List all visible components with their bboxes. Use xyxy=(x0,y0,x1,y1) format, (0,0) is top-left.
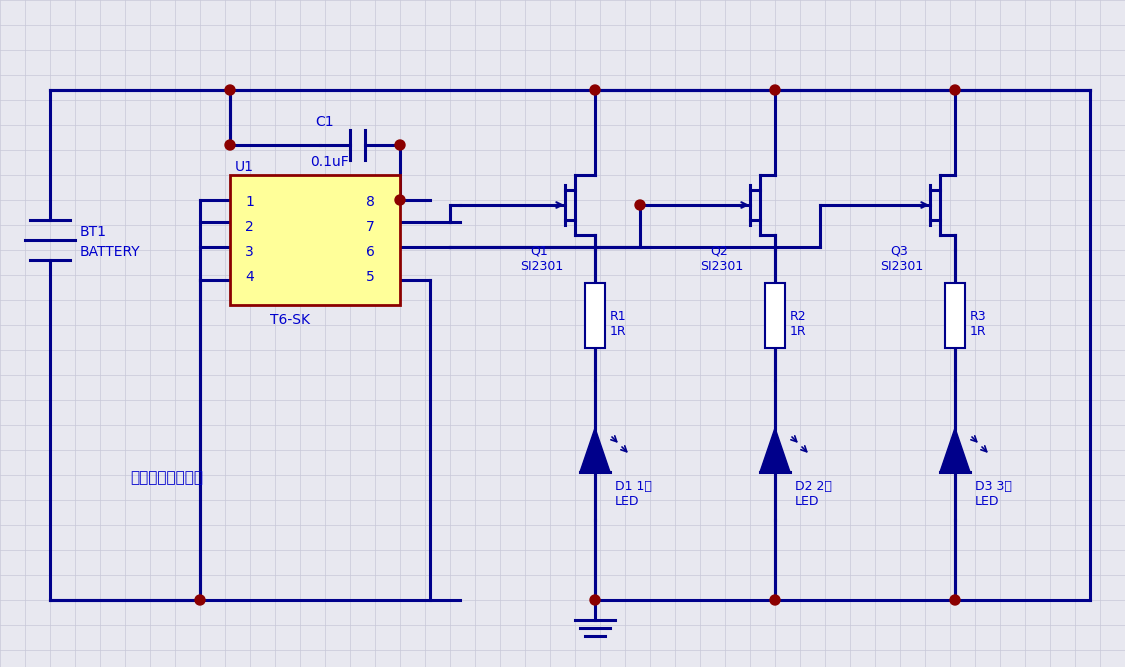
Circle shape xyxy=(770,85,780,95)
Text: LED: LED xyxy=(615,495,639,508)
Text: SI2301: SI2301 xyxy=(880,260,924,273)
Text: SI2301: SI2301 xyxy=(520,260,564,273)
Text: LED: LED xyxy=(795,495,819,508)
Circle shape xyxy=(395,195,405,205)
Text: Q1: Q1 xyxy=(530,245,548,258)
Circle shape xyxy=(590,595,600,605)
Text: 8: 8 xyxy=(366,195,375,209)
Text: T6-SK: T6-SK xyxy=(270,313,311,327)
Circle shape xyxy=(950,595,960,605)
FancyBboxPatch shape xyxy=(229,175,400,305)
Bar xyxy=(945,283,965,348)
Bar xyxy=(765,283,785,348)
Bar xyxy=(585,283,605,348)
Text: Q2: Q2 xyxy=(710,245,728,258)
Text: 3: 3 xyxy=(245,245,254,259)
Circle shape xyxy=(225,85,235,95)
Circle shape xyxy=(950,85,960,95)
Text: 0.1uF: 0.1uF xyxy=(310,155,349,169)
Text: SI2301: SI2301 xyxy=(700,260,744,273)
Polygon shape xyxy=(760,428,790,472)
Polygon shape xyxy=(580,428,610,472)
Text: D2 2路: D2 2路 xyxy=(795,480,831,493)
Circle shape xyxy=(634,200,645,210)
Text: D1 1路: D1 1路 xyxy=(615,480,651,493)
Text: U1: U1 xyxy=(235,160,254,174)
Circle shape xyxy=(225,140,235,150)
Polygon shape xyxy=(940,428,970,472)
Text: R3: R3 xyxy=(970,310,987,323)
Circle shape xyxy=(195,595,205,605)
Text: R1: R1 xyxy=(610,310,627,323)
Text: LED: LED xyxy=(975,495,999,508)
Text: C1: C1 xyxy=(315,115,334,129)
Text: BT1: BT1 xyxy=(80,225,107,239)
Text: D3 3路: D3 3路 xyxy=(975,480,1011,493)
Text: 5: 5 xyxy=(367,270,375,284)
Text: BATTERY: BATTERY xyxy=(80,245,141,259)
Text: R2: R2 xyxy=(790,310,807,323)
Text: 上电一种变换输出: 上电一种变换输出 xyxy=(130,470,202,485)
Text: 7: 7 xyxy=(367,220,375,234)
Text: 6: 6 xyxy=(366,245,375,259)
Text: 1R: 1R xyxy=(790,325,807,338)
Circle shape xyxy=(770,595,780,605)
Text: 1: 1 xyxy=(245,195,254,209)
Circle shape xyxy=(590,85,600,95)
Circle shape xyxy=(395,140,405,150)
Text: 1R: 1R xyxy=(970,325,987,338)
Text: 1R: 1R xyxy=(610,325,627,338)
Text: 4: 4 xyxy=(245,270,254,284)
Text: 2: 2 xyxy=(245,220,254,234)
Text: Q3: Q3 xyxy=(890,245,908,258)
